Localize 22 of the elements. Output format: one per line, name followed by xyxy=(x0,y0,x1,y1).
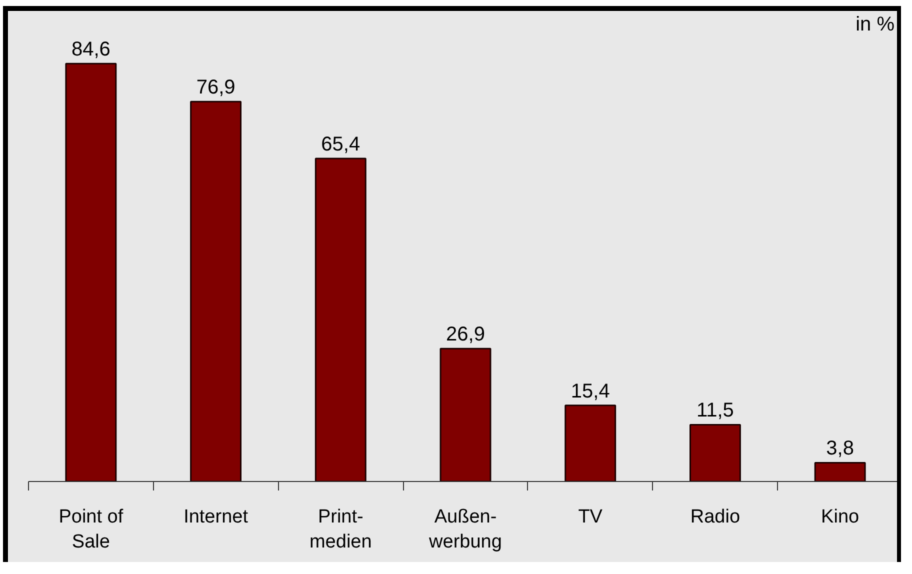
data-label: 76,9 xyxy=(196,76,236,99)
x-tick-label: Außen- werbung xyxy=(428,506,502,553)
x-tick-label: TV xyxy=(578,506,603,528)
x-tick-label: Kino xyxy=(821,506,860,528)
text: in % xyxy=(856,14,895,36)
data-label: 65,4 xyxy=(321,133,360,156)
bar xyxy=(314,158,366,482)
x-tick-label: Radio xyxy=(690,506,740,528)
x-tick-label: Internet xyxy=(184,506,249,528)
data-label: 11,5 xyxy=(696,400,734,422)
data-label: 15,4 xyxy=(570,380,610,402)
data-label: 3,8 xyxy=(826,438,854,460)
bar xyxy=(190,100,242,482)
x-tick-label: Point of Sale xyxy=(58,506,124,553)
data-label: 84,6 xyxy=(71,38,110,61)
bar xyxy=(65,62,117,482)
x-tick-label: Print- medien xyxy=(309,506,372,553)
bar xyxy=(440,348,492,482)
bar xyxy=(564,404,616,482)
bar xyxy=(689,424,741,482)
bar xyxy=(814,462,866,482)
data-label: 26,9 xyxy=(446,324,485,346)
